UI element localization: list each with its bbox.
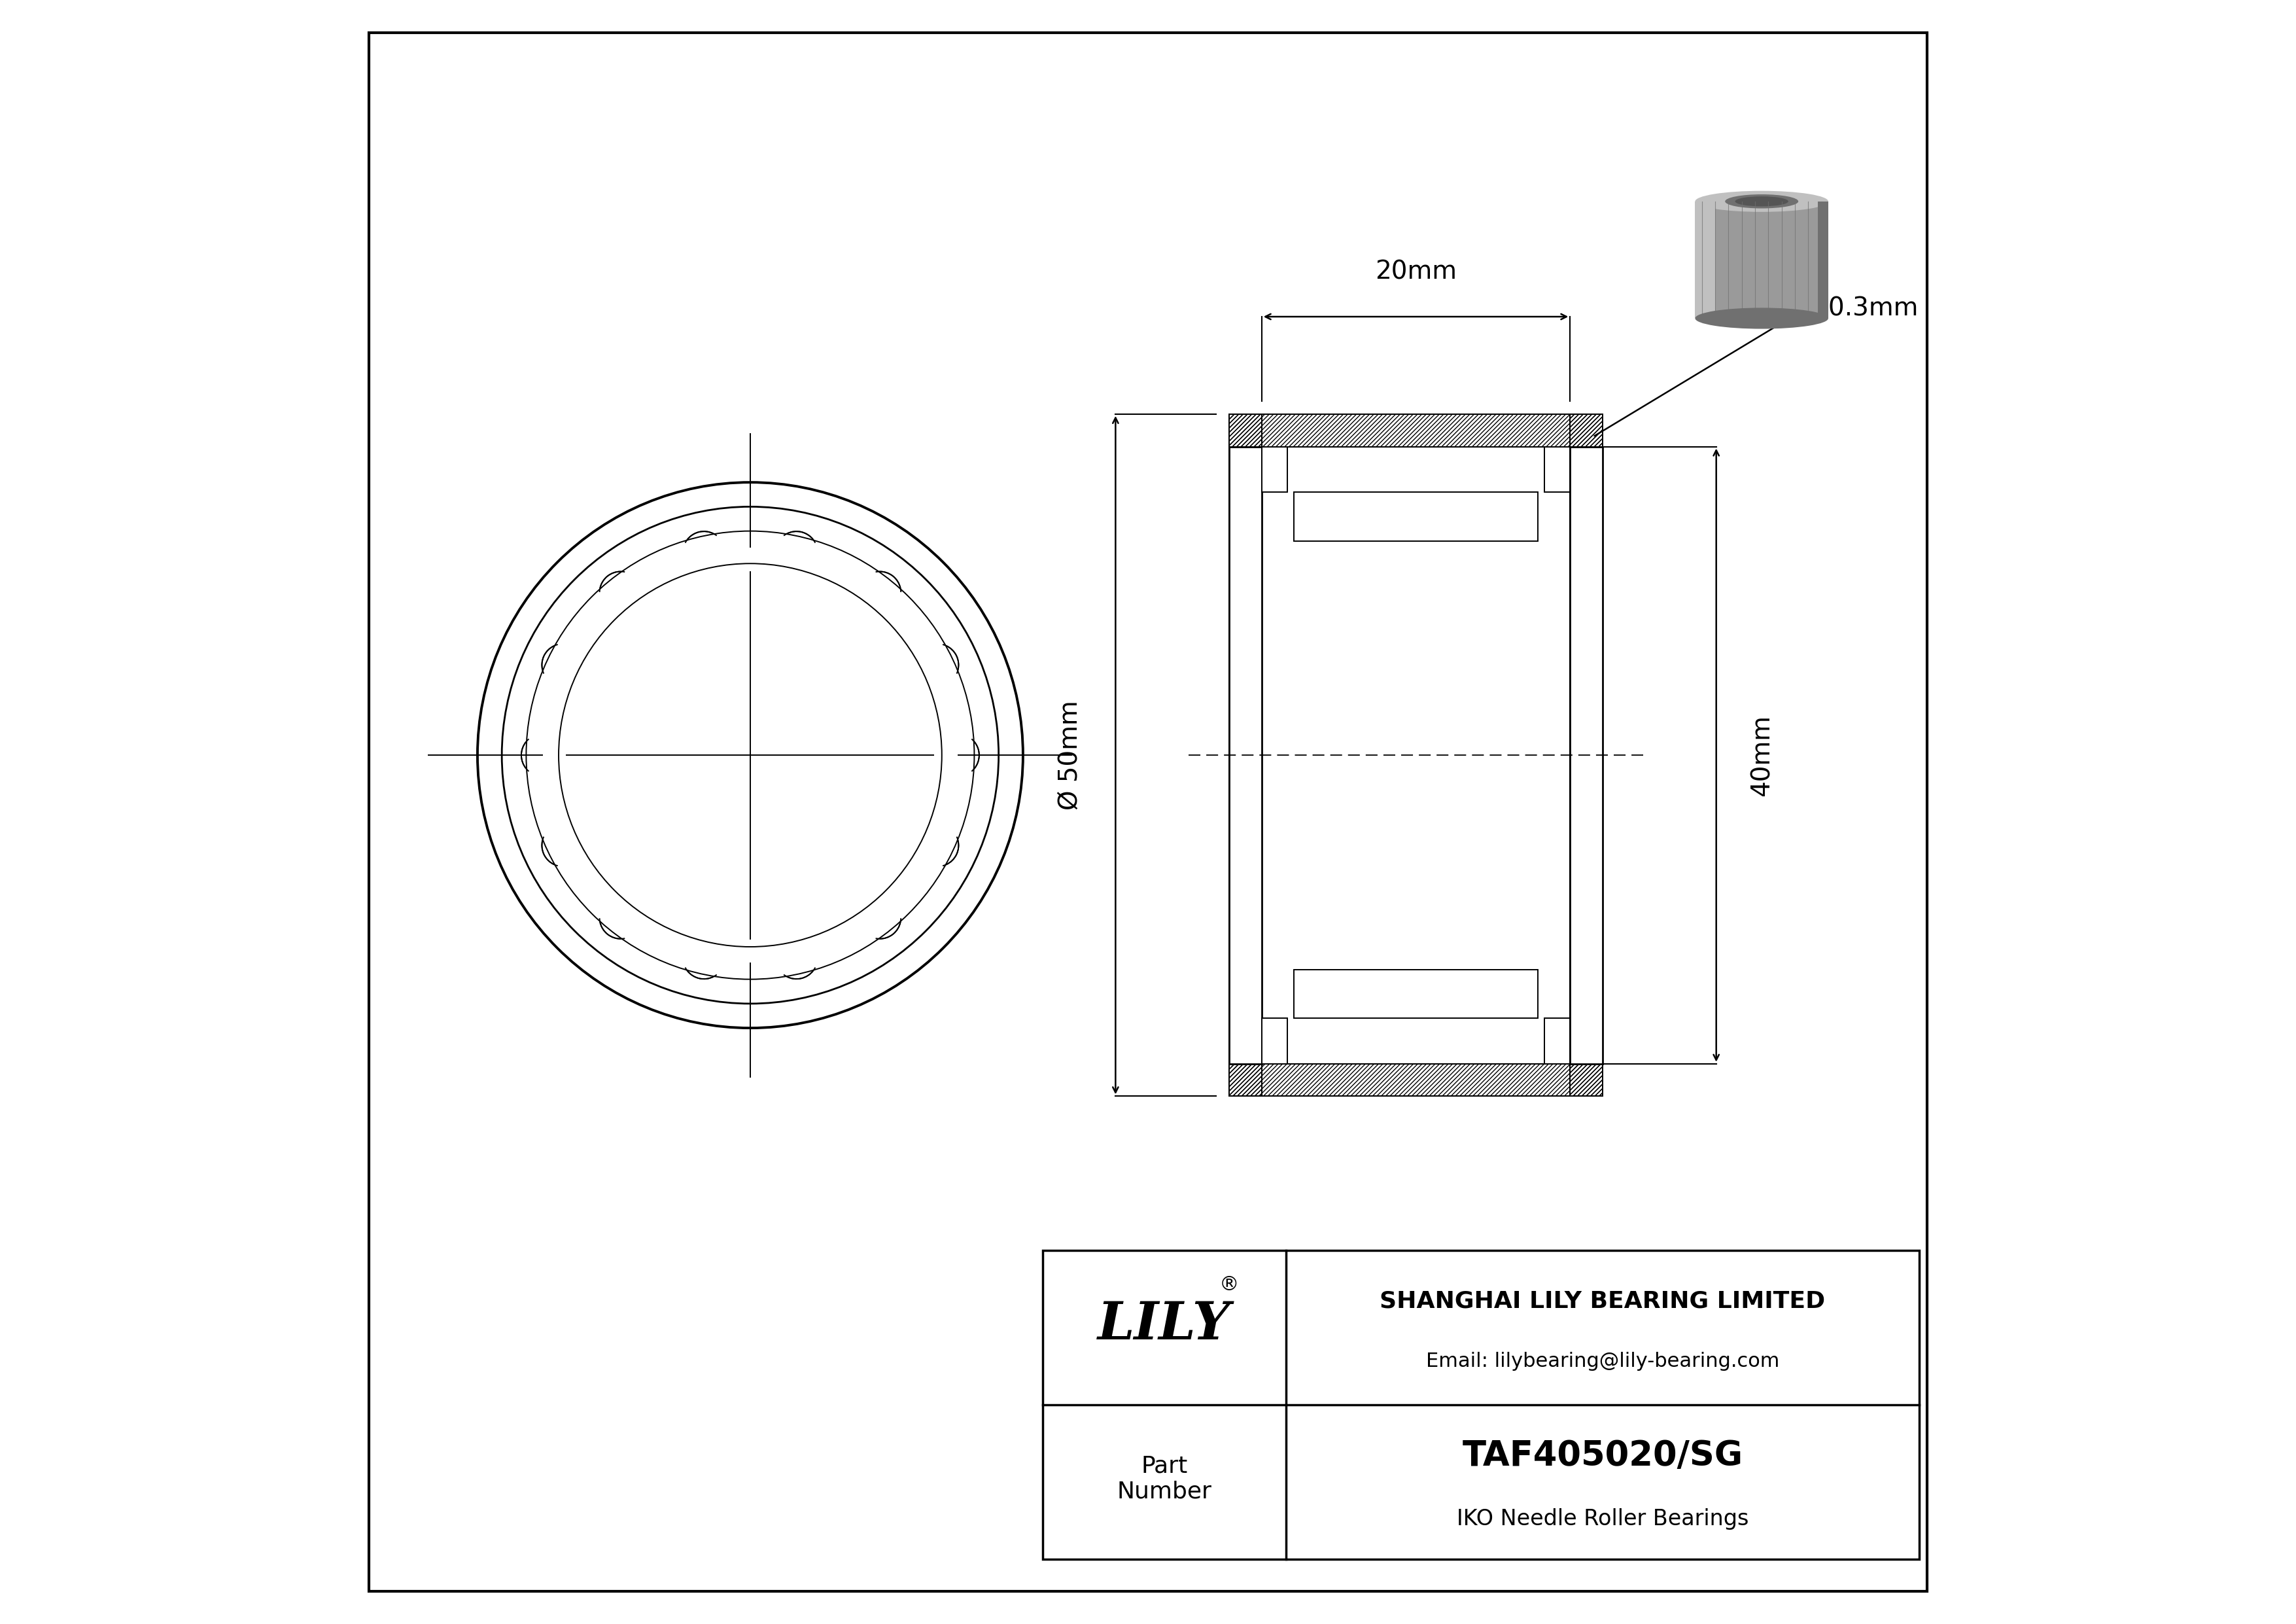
Bar <box>1228 414 1603 447</box>
Text: TAF405020/SG: TAF405020/SG <box>1463 1439 1743 1473</box>
Bar <box>1570 414 1603 1096</box>
Text: Part
Number: Part Number <box>1116 1455 1212 1502</box>
Text: SHANGHAI LILY BEARING LIMITED: SHANGHAI LILY BEARING LIMITED <box>1380 1291 1825 1312</box>
Text: Email: lilybearing@lily-bearing.com: Email: lilybearing@lily-bearing.com <box>1426 1353 1779 1371</box>
Bar <box>1228 414 1261 1096</box>
Bar <box>1570 414 1603 1096</box>
Text: R0.3mm: R0.3mm <box>1812 296 1917 322</box>
Bar <box>1570 447 1603 1064</box>
Ellipse shape <box>1694 192 1828 211</box>
Bar <box>1545 1018 1570 1064</box>
Ellipse shape <box>1736 197 1789 206</box>
Bar <box>1818 201 1828 318</box>
Bar <box>1545 447 1570 492</box>
Text: Ø 50mm: Ø 50mm <box>1058 700 1081 810</box>
Text: ®: ® <box>1219 1275 1240 1294</box>
Bar <box>1228 1064 1603 1096</box>
Bar <box>1228 1064 1603 1096</box>
Ellipse shape <box>1724 195 1798 208</box>
Bar <box>1228 447 1261 1064</box>
Text: LILY: LILY <box>1097 1299 1231 1350</box>
Bar <box>1228 414 1261 1096</box>
Bar <box>1694 201 1715 318</box>
Bar <box>1694 201 1828 318</box>
Bar <box>1042 1250 1919 1559</box>
Text: IKO Needle Roller Bearings: IKO Needle Roller Bearings <box>1456 1509 1750 1530</box>
Bar <box>1228 414 1603 447</box>
Bar <box>1295 492 1538 541</box>
Bar <box>1295 970 1538 1018</box>
Bar <box>1261 1018 1288 1064</box>
Text: 40mm: 40mm <box>1750 715 1775 796</box>
Text: 20mm: 20mm <box>1375 260 1456 284</box>
Bar <box>1261 447 1288 492</box>
Ellipse shape <box>1694 309 1828 328</box>
